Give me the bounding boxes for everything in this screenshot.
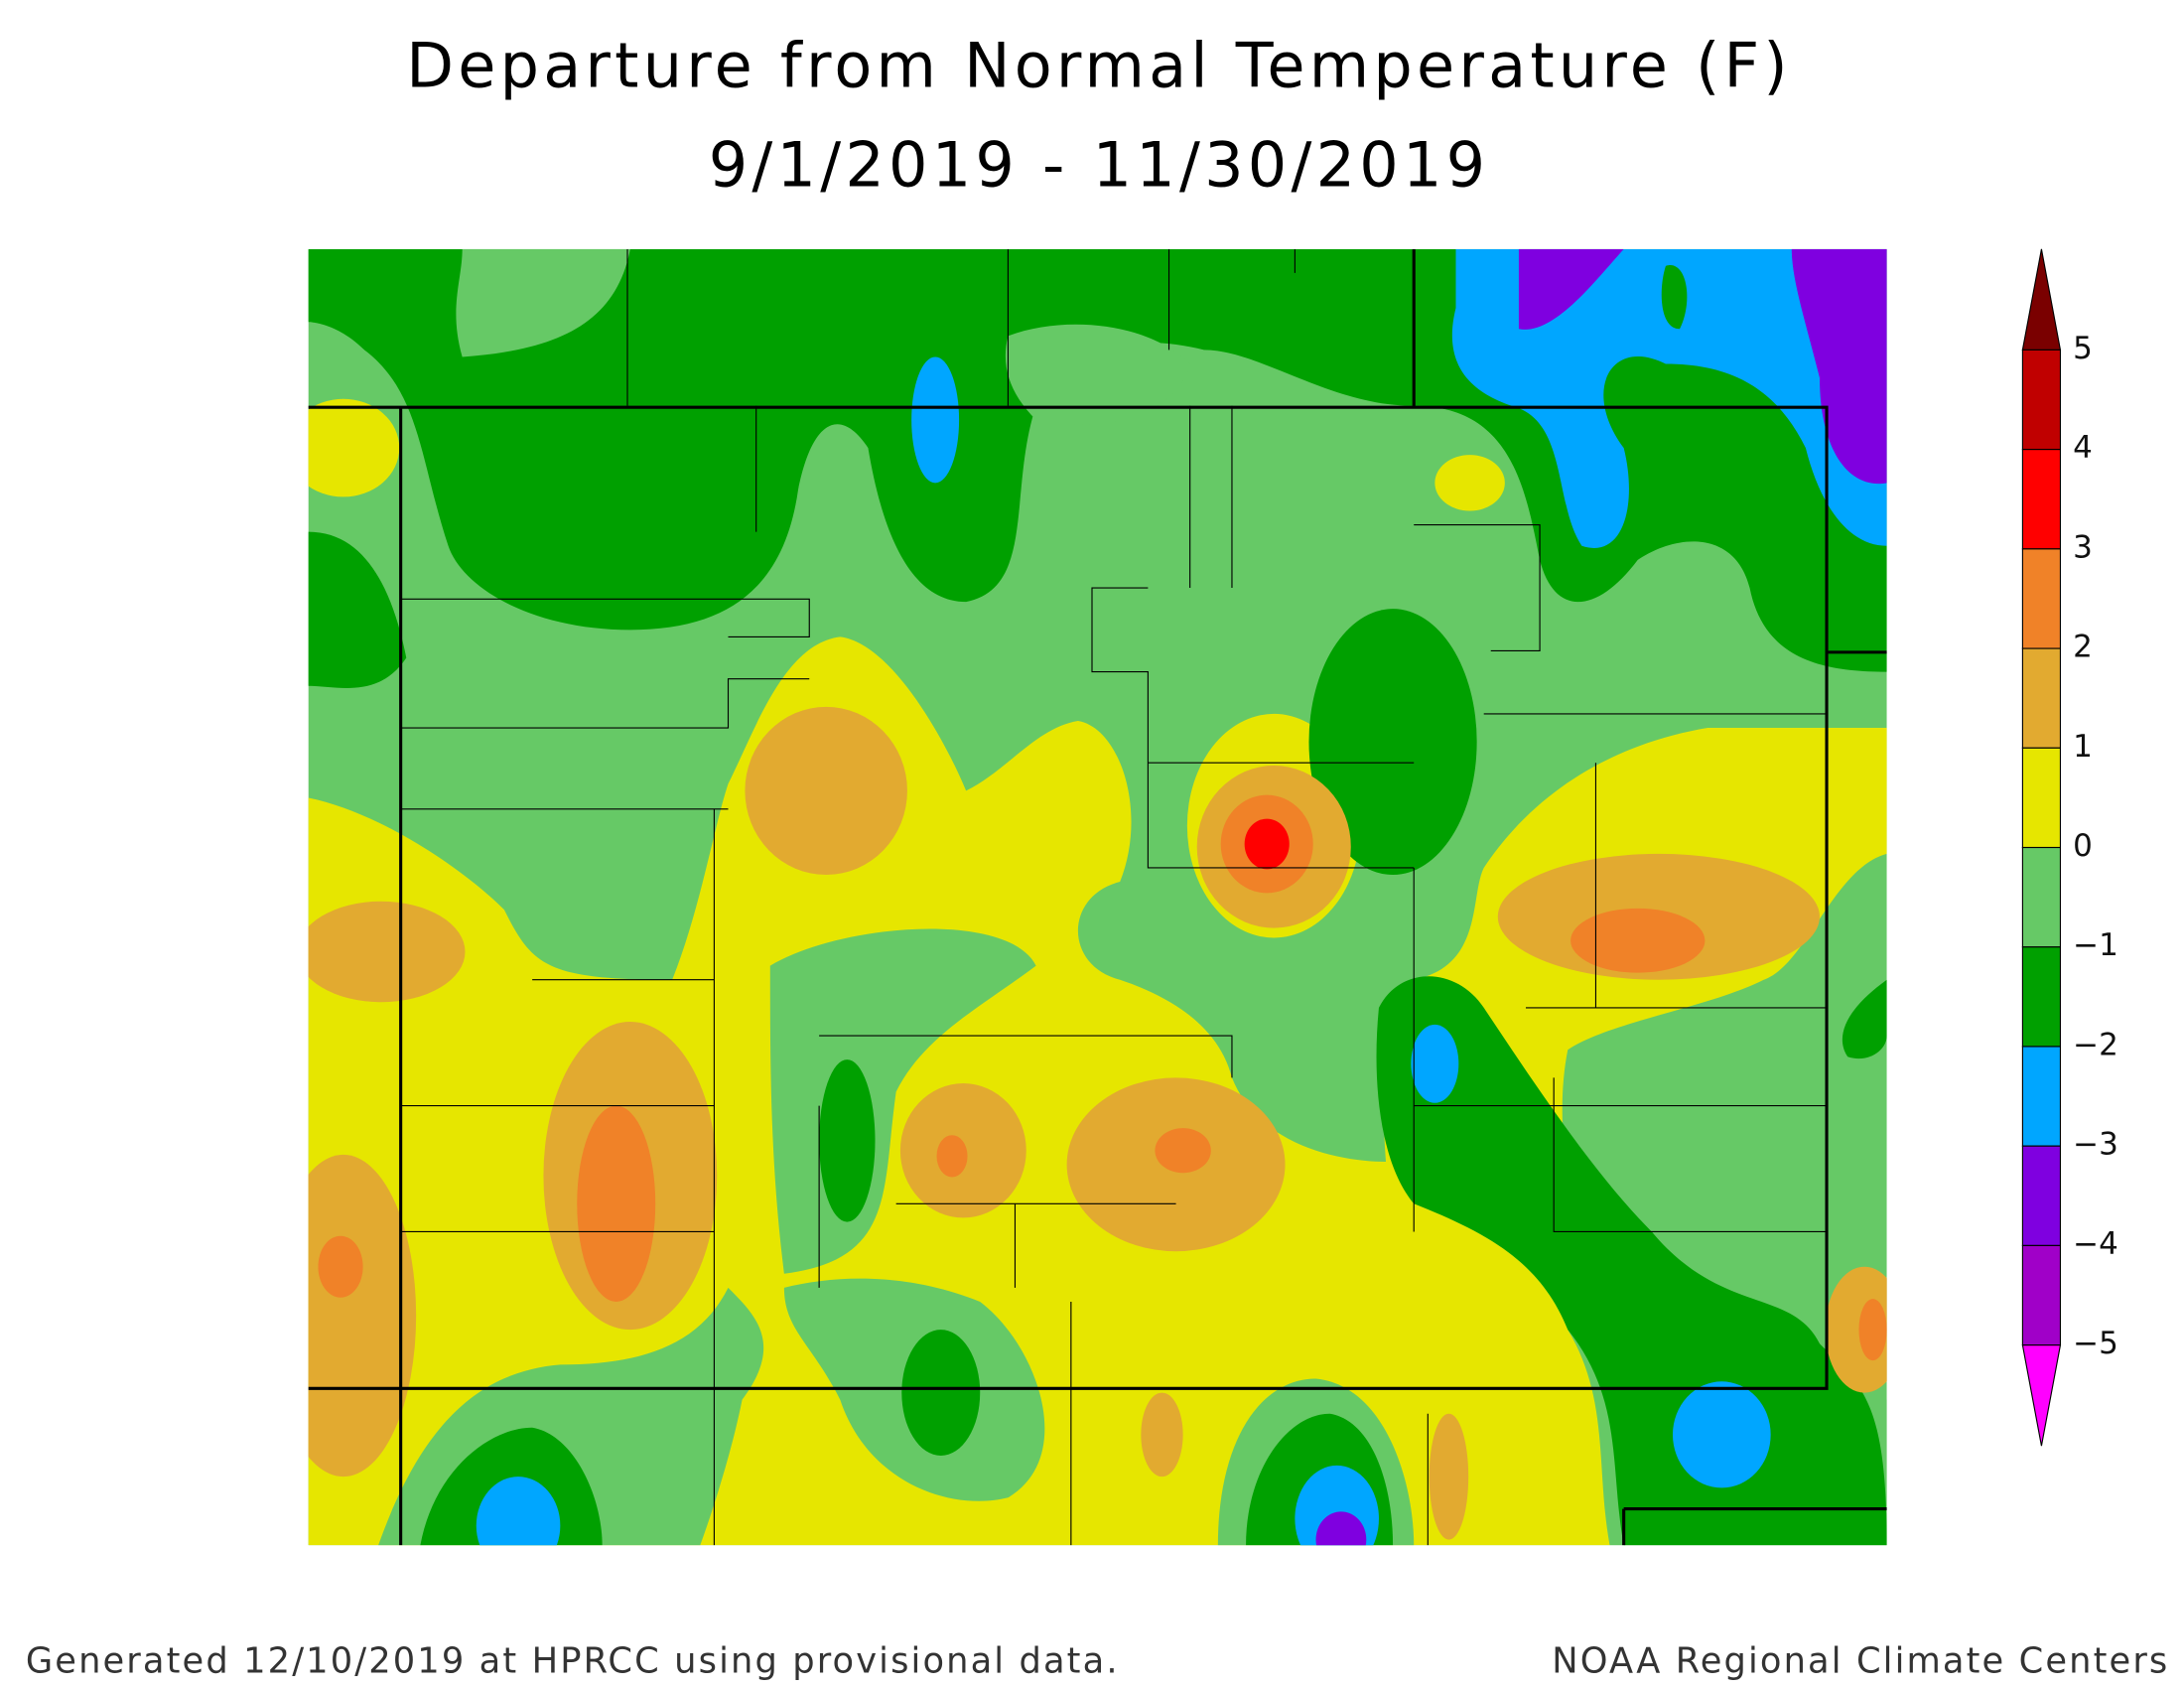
legend-label: −4 [2073,1226,2118,1262]
legend-swatch [2021,449,2062,550]
legend-label: −1 [2073,927,2118,963]
subtitle: 9/1/2019 - 11/30/2019 [709,128,1490,201]
legend-swatch [2021,846,2062,948]
legend-arrow-top [2021,248,2062,351]
legend-swatch [2021,548,2062,649]
legend-label: 1 [2073,729,2093,765]
legend-swatch [2021,1145,2062,1246]
footer-left: Generated 12/10/2019 at HPRCC using prov… [26,1640,1120,1681]
color-legend: 5 4 3 2 1 0 −1 −2 −3 −4 −5 [2021,248,2118,1447]
legend-label: 0 [2073,828,2093,864]
legend-swatch [2021,647,2062,749]
footer-right: NOAA Regional Climate Centers [1552,1640,2169,1681]
legend-label: 2 [2073,630,2093,665]
legend-label: 4 [2073,430,2093,466]
legend-arrow-bottom [2021,1344,2062,1447]
legend-label: −2 [2073,1027,2118,1062]
legend-label: 5 [2073,331,2093,366]
legend-swatch [2021,349,2062,451]
legend-swatch [2021,946,2062,1048]
title: Departure from Normal Temperature (F) [406,29,1792,101]
legend-swatch [2021,1046,2062,1147]
legend-swatch [2021,1244,2062,1346]
legend-label: 3 [2073,529,2093,565]
legend-label: −5 [2073,1326,2118,1361]
map [308,248,1887,1546]
legend-label: −3 [2073,1127,2118,1163]
legend-swatch [2021,747,2062,849]
